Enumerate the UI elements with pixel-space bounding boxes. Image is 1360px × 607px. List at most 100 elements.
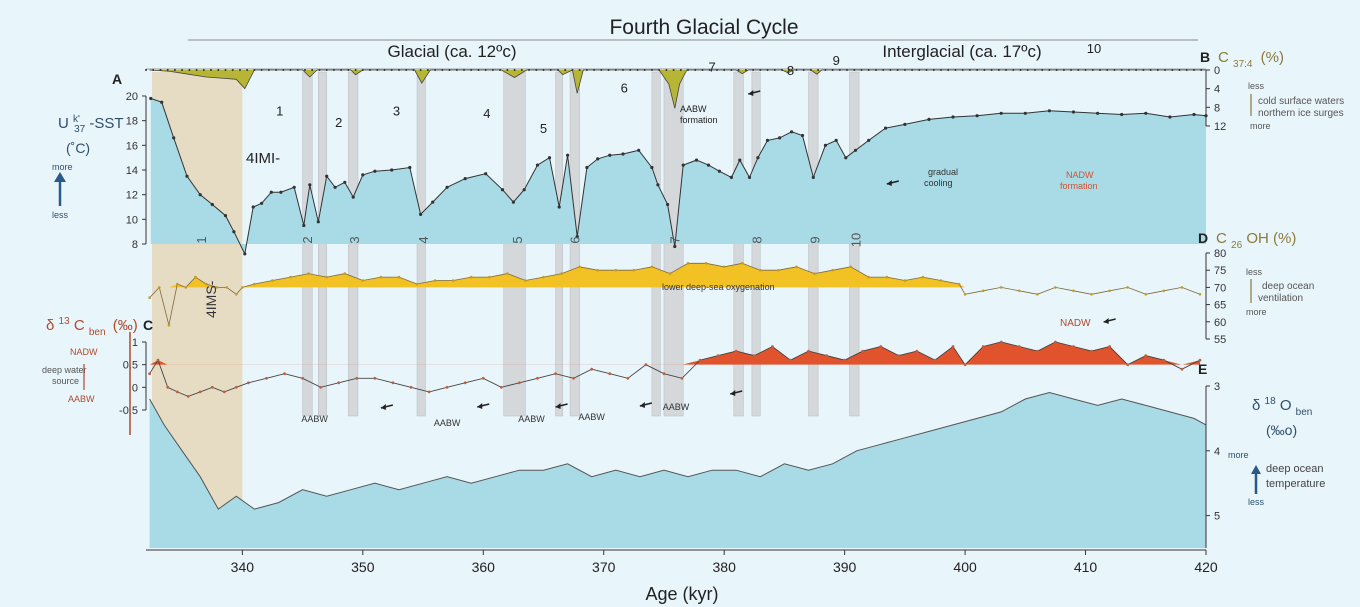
event-label: 8 bbox=[787, 63, 794, 78]
series-d-point bbox=[759, 268, 762, 272]
series-c-point bbox=[518, 381, 521, 385]
series-b-point bbox=[1113, 69, 1116, 71]
panel-a-label-tail: -SST bbox=[89, 115, 123, 132]
panel-a-label-main: U bbox=[58, 115, 69, 132]
series-b-point bbox=[181, 69, 184, 71]
event-label: 10 bbox=[1087, 41, 1101, 56]
panel-c-label-mid: C bbox=[74, 317, 85, 334]
series-a-point bbox=[747, 175, 752, 179]
series-d-point bbox=[813, 272, 816, 275]
panel-e-arrowhead bbox=[1251, 465, 1261, 474]
series-c-point bbox=[999, 340, 1003, 344]
series-d-point bbox=[361, 279, 365, 282]
series-a-point bbox=[1047, 109, 1051, 113]
series-a-point bbox=[575, 235, 579, 239]
series-b-point bbox=[947, 69, 950, 71]
series-b-point bbox=[484, 69, 487, 71]
aabw-label: AABW bbox=[301, 414, 328, 424]
series-b-point bbox=[658, 69, 661, 71]
series-b-point bbox=[716, 69, 718, 71]
series-c-point bbox=[373, 376, 377, 380]
series-b-point bbox=[867, 69, 870, 71]
series-b-point bbox=[607, 69, 610, 71]
series-b-point bbox=[744, 69, 747, 71]
series-b-point bbox=[817, 69, 820, 71]
panel-e-note2: temperature bbox=[1266, 478, 1325, 490]
band-label: 4 bbox=[416, 236, 431, 243]
panel-c-mid2: source bbox=[52, 376, 79, 386]
annotation-aabw-formation-l1: AABW bbox=[680, 104, 707, 114]
panel-b-tick-label: 4 bbox=[1214, 84, 1220, 96]
series-b-point bbox=[549, 69, 552, 71]
series-d-point bbox=[963, 293, 967, 296]
series-d-area bbox=[149, 263, 1201, 288]
series-c-point bbox=[1126, 363, 1130, 367]
series-b-point bbox=[831, 69, 834, 71]
panel-c-unit: (‰) bbox=[113, 317, 138, 334]
series-c-point bbox=[861, 349, 865, 353]
event-label: 2 bbox=[335, 115, 342, 130]
series-c-point bbox=[463, 381, 467, 385]
series-d-point bbox=[614, 268, 618, 272]
panel-c-letter: C bbox=[143, 317, 153, 333]
series-c-point bbox=[247, 381, 250, 385]
event-label: 9 bbox=[833, 53, 840, 68]
series-b-point bbox=[441, 69, 444, 71]
series-b-point bbox=[643, 69, 646, 71]
panel-e-tick-label: 5 bbox=[1214, 511, 1220, 523]
series-d-point bbox=[289, 275, 292, 279]
panel-a-less: less bbox=[52, 210, 69, 220]
series-b-point bbox=[1099, 69, 1101, 71]
series-d-point bbox=[148, 296, 151, 300]
series-a-point bbox=[765, 138, 770, 142]
annotation-imi: 4IMI- bbox=[246, 150, 280, 167]
series-d-point bbox=[596, 268, 599, 272]
phase-glacial: Glacial (ca. 12ºc) bbox=[387, 42, 516, 61]
series-c-point bbox=[608, 372, 612, 376]
annotation-aabw-formation-l2: formation bbox=[680, 115, 718, 125]
panel-d-tick-label: 65 bbox=[1214, 300, 1226, 312]
panel-d-tick-label: 75 bbox=[1214, 265, 1226, 277]
series-a-point bbox=[463, 177, 467, 181]
series-b-point bbox=[932, 69, 935, 71]
x-axis-label: Age (kyr) bbox=[645, 584, 718, 604]
series-a-point bbox=[522, 188, 526, 192]
series-c-point bbox=[319, 385, 323, 389]
series-b-point bbox=[166, 69, 169, 71]
panel-b-letter: B bbox=[1200, 49, 1210, 65]
series-b-point bbox=[694, 69, 697, 71]
series-b-point bbox=[600, 69, 603, 71]
series-b-point bbox=[477, 69, 480, 71]
panel-d-label-main: C bbox=[1216, 230, 1227, 247]
series-b-point bbox=[152, 69, 155, 71]
series-d-point bbox=[903, 279, 907, 282]
series-d-point bbox=[379, 275, 383, 279]
series-b-point bbox=[535, 69, 538, 71]
series-a-point bbox=[778, 136, 782, 140]
series-b-point bbox=[672, 69, 675, 71]
panel-d-tick-label: 80 bbox=[1214, 248, 1226, 260]
series-a-point bbox=[729, 175, 734, 179]
series-b-point bbox=[1171, 69, 1174, 71]
band-label: 3 bbox=[347, 236, 362, 243]
x-axis: 340 350 360 370 380 390 400 410 420 bbox=[146, 549, 1218, 575]
series-b-point bbox=[1193, 69, 1195, 71]
panel-d-note1: deep ocean bbox=[1262, 281, 1314, 292]
panel-e-unit: (‰o) bbox=[1266, 422, 1297, 438]
panel-e-label-sup: 18 bbox=[1265, 396, 1277, 407]
series-a-point bbox=[800, 133, 805, 138]
series-d-point bbox=[741, 262, 744, 265]
series-a-point bbox=[844, 156, 848, 160]
panel-b-note1: cold surface waters bbox=[1258, 96, 1344, 107]
series-d-point bbox=[1036, 293, 1039, 296]
series-b-point bbox=[578, 69, 581, 71]
series-a-point bbox=[351, 195, 355, 199]
series-a-point bbox=[535, 163, 540, 167]
band-label: 1 bbox=[194, 236, 209, 243]
series-c-point bbox=[716, 354, 720, 357]
series-a-point bbox=[243, 252, 247, 256]
panel-b-more: more bbox=[1250, 121, 1271, 131]
series-b-point bbox=[188, 69, 191, 71]
series-c-point bbox=[933, 358, 937, 362]
series-b-point bbox=[267, 69, 270, 71]
